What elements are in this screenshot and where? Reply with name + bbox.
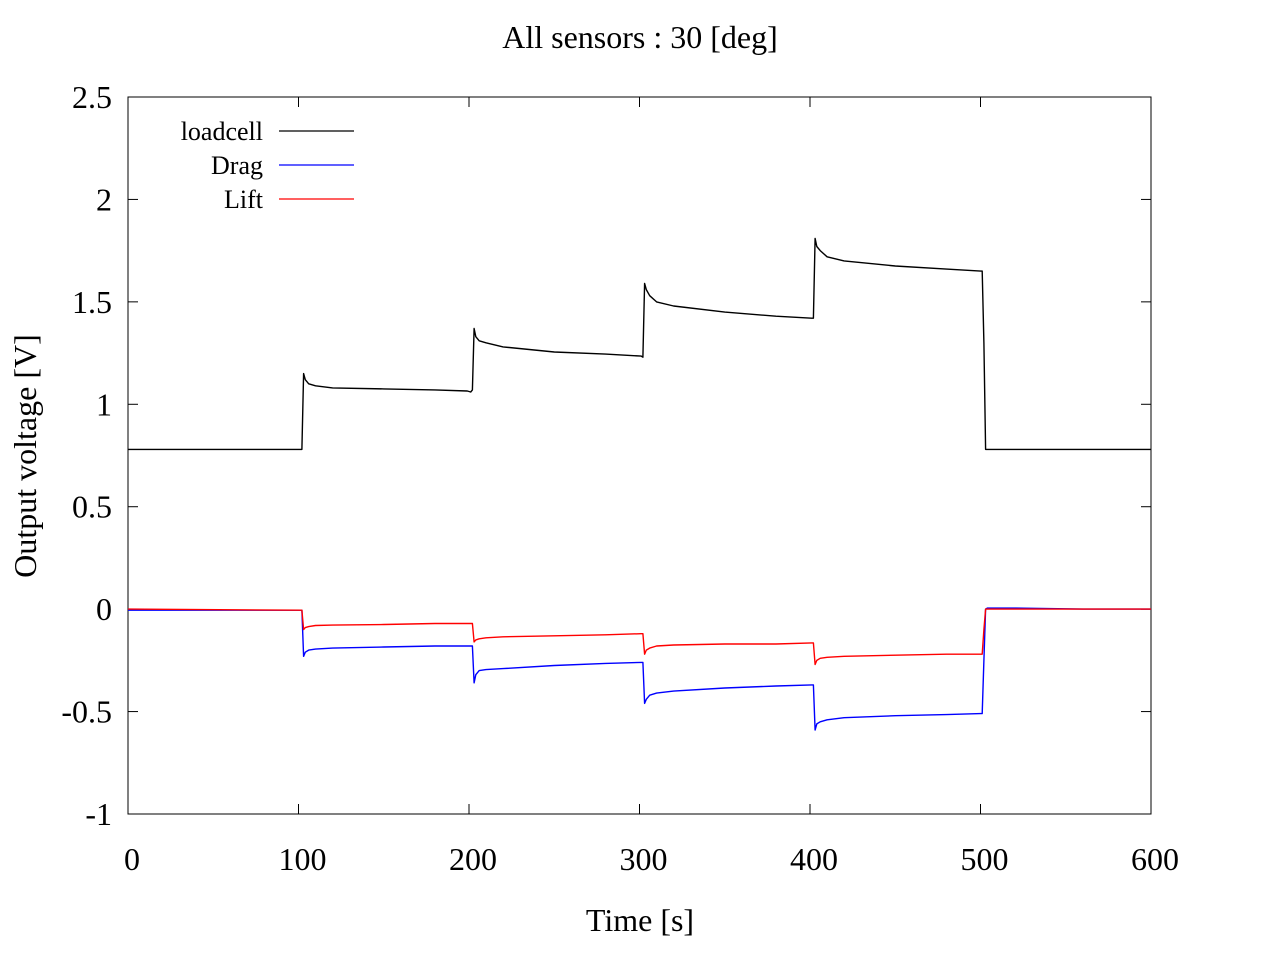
x-tick-label: 500 bbox=[961, 841, 1009, 877]
plot-area-frame bbox=[127, 96, 1152, 815]
legend: loadcell Drag Lift bbox=[181, 117, 354, 214]
y-axis-label: Output voltage [V] bbox=[7, 334, 43, 578]
y-tick-label: -1 bbox=[85, 796, 112, 832]
y-axis: -1 -0.5 0 0.5 1 1.5 2 2.5 bbox=[61, 79, 1151, 832]
legend-label-loadcell: loadcell bbox=[181, 117, 263, 146]
y-tick-label: 2.5 bbox=[72, 79, 112, 115]
y-tick-label: 2 bbox=[96, 181, 112, 217]
x-tick-label: 0 bbox=[124, 841, 140, 877]
x-tick-label: 600 bbox=[1131, 841, 1179, 877]
chart-title: All sensors : 30 [deg] bbox=[502, 19, 778, 55]
x-tick-label: 100 bbox=[279, 841, 327, 877]
y-tick-label: -0.5 bbox=[61, 694, 112, 730]
legend-label-lift: Lift bbox=[224, 185, 264, 214]
x-tick-label: 300 bbox=[620, 841, 668, 877]
y-tick-label: 1.5 bbox=[72, 284, 112, 320]
series-lines bbox=[127, 237, 1151, 731]
series-line-lift bbox=[127, 608, 1151, 666]
legend-label-drag: Drag bbox=[211, 151, 263, 180]
y-tick-label: 0.5 bbox=[72, 489, 112, 525]
series-line-loadcell bbox=[128, 237, 1151, 451]
x-tick-label: 400 bbox=[790, 841, 838, 877]
y-tick-label: 1 bbox=[96, 386, 112, 422]
y-tick-label: 0 bbox=[96, 591, 112, 627]
x-axis-label: Time [s] bbox=[586, 902, 694, 938]
x-tick-label: 200 bbox=[449, 841, 497, 877]
x-axis: 0 100 200 300 400 500 600 bbox=[124, 97, 1179, 877]
series-line-drag bbox=[128, 607, 1151, 731]
